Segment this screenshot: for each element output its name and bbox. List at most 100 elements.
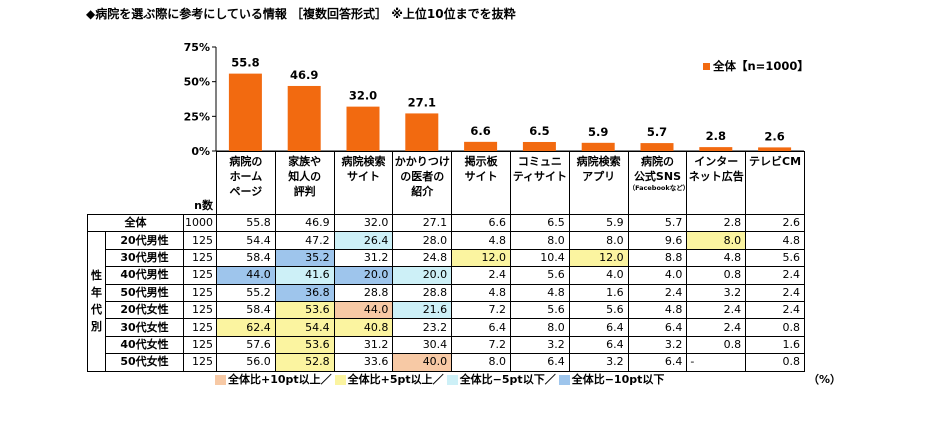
- value-cell: 33.6: [334, 353, 394, 372]
- value-cell: 8.0: [510, 318, 570, 337]
- bar: [758, 147, 792, 151]
- value-cell: 4.0: [628, 266, 688, 285]
- value-cell: 3.2: [510, 336, 570, 355]
- row-label: 20代男性: [105, 231, 184, 250]
- bar: [287, 85, 321, 151]
- legend: 全体【n=1000】: [703, 58, 809, 74]
- key-label: 全体比+5pt以上／: [347, 373, 444, 386]
- column-header-line: かかりつけ: [394, 155, 450, 168]
- data-label: 46.9: [290, 68, 318, 82]
- value-cell: 1.6: [569, 284, 629, 302]
- value-cell: 28.8: [334, 284, 394, 302]
- value-cell: 55.8: [216, 213, 276, 233]
- row-label: 50代男性: [105, 284, 184, 302]
- value-cell: 55.2: [216, 284, 276, 302]
- data-label: 5.9: [588, 125, 608, 139]
- column-header: かかりつけ の医者の 紹介: [392, 151, 453, 215]
- value-cell: 6.4: [569, 336, 629, 355]
- n-cell: 125: [183, 301, 217, 320]
- column-header: 病院検索 アプリ: [568, 151, 629, 215]
- group-label: 性年代別: [87, 231, 106, 372]
- row-label: 20代女性: [105, 301, 184, 320]
- value-cell: 47.2: [275, 231, 335, 250]
- column-header: 病院の 公式SNS （Facebookなど）: [627, 151, 690, 215]
- value-cell: 53.6: [275, 336, 335, 355]
- column-header-line: 公式SNS: [633, 170, 681, 183]
- value-cell: 27.1: [392, 213, 453, 233]
- group-label-char: 年: [91, 286, 102, 300]
- value-cell: 0.8: [686, 266, 747, 285]
- column-header: 病院検索 サイト: [333, 151, 394, 215]
- n-cell: 125: [183, 353, 217, 372]
- value-cell: 0.8: [686, 336, 747, 355]
- value-cell: 54.4: [275, 318, 335, 337]
- data-label: 27.1: [408, 95, 436, 109]
- value-cell: 2.4: [451, 266, 511, 285]
- value-cell: 44.0: [334, 301, 394, 320]
- data-label: 2.8: [706, 129, 726, 143]
- value-cell: 6.4: [451, 318, 511, 337]
- value-cell: 24.8: [392, 249, 453, 268]
- value-cell: 2.4: [745, 266, 805, 285]
- value-cell: 4.8: [686, 249, 747, 268]
- value-cell: 12.0: [451, 249, 511, 268]
- value-cell: 46.9: [275, 213, 335, 233]
- value-cell: 28.8: [392, 284, 453, 302]
- column-header-note: （Facebookなど）: [628, 184, 690, 192]
- column-header-line: 紹介: [411, 185, 434, 198]
- bar-chart: 0%25%50%75%55.846.932.0 27.16.6 6.5 5.9 5.7 2…: [184, 41, 804, 158]
- y-tick-label: 75%: [184, 41, 210, 54]
- key-label: 全体比−10pt以下: [571, 373, 665, 386]
- value-cell: 21.6: [392, 301, 453, 320]
- value-cell: 35.2: [275, 249, 335, 268]
- column-header-line: アプリ: [582, 170, 616, 183]
- legend-swatch: [703, 63, 710, 70]
- bar: [464, 141, 498, 151]
- data-label: 32.0: [349, 89, 377, 103]
- value-cell: 6.4: [628, 318, 688, 337]
- value-cell: 20.0: [334, 266, 394, 285]
- column-header: インター ネット広告: [686, 151, 747, 215]
- group-label-char: 代: [91, 303, 102, 317]
- value-cell: 4.8: [451, 284, 511, 302]
- value-cell: 31.2: [334, 249, 394, 268]
- row-label: 50代女性: [105, 353, 184, 372]
- value-cell: 40.8: [334, 318, 394, 337]
- value-cell: 8.0: [569, 231, 629, 250]
- value-cell: 10.4: [510, 249, 570, 268]
- value-cell: 2.4: [686, 318, 747, 337]
- value-cell: 6.4: [628, 353, 688, 372]
- data-label: 5.7: [647, 125, 667, 139]
- value-cell: 5.6: [510, 301, 570, 320]
- column-header-line: 評判: [293, 185, 316, 198]
- value-cell: 32.0: [334, 213, 394, 233]
- value-cell: 58.4: [216, 301, 276, 320]
- value-cell: 8.0: [686, 231, 747, 250]
- data-table: n数 病院の ホーム ページ 家族や 知人の 評判 病院検索 サイト かかりつけ の医者の 紹介 掲示板…: [87, 151, 805, 372]
- value-cell: 4.0: [569, 266, 629, 285]
- n-header: n数: [183, 151, 217, 215]
- column-header-line: 病院の: [229, 155, 263, 168]
- value-cell: 2.8: [686, 213, 747, 233]
- column-header-line: ホーム: [229, 170, 263, 183]
- data-label: 6.6: [470, 124, 490, 138]
- column-header-line: コミュニ: [517, 155, 562, 168]
- group-label-char: 性: [91, 269, 102, 283]
- data-label: 6.5: [529, 124, 549, 138]
- n-cell: 125: [183, 231, 217, 250]
- column-header-line: サイト: [346, 170, 380, 183]
- header-blank: [88, 152, 184, 215]
- n-cell: 1000: [183, 213, 217, 233]
- value-cell: 12.0: [569, 249, 629, 268]
- bar: [640, 143, 674, 151]
- column-header-line: 病院検索: [576, 155, 621, 168]
- value-cell: 4.8: [451, 231, 511, 250]
- row-label: 40代女性: [105, 336, 184, 355]
- key-label: 全体比+10pt以上／: [228, 373, 332, 386]
- value-cell: 5.6: [510, 266, 570, 285]
- n-cell: 125: [183, 249, 217, 268]
- value-cell: 0.8: [745, 318, 805, 337]
- value-cell: 57.6: [216, 336, 276, 355]
- highlight-keys: 全体比+10pt以上／ 全体比+5pt以上／ 全体比−5pt以下／ 全体比−10pt以…: [215, 371, 667, 387]
- value-cell: 62.4: [216, 318, 276, 337]
